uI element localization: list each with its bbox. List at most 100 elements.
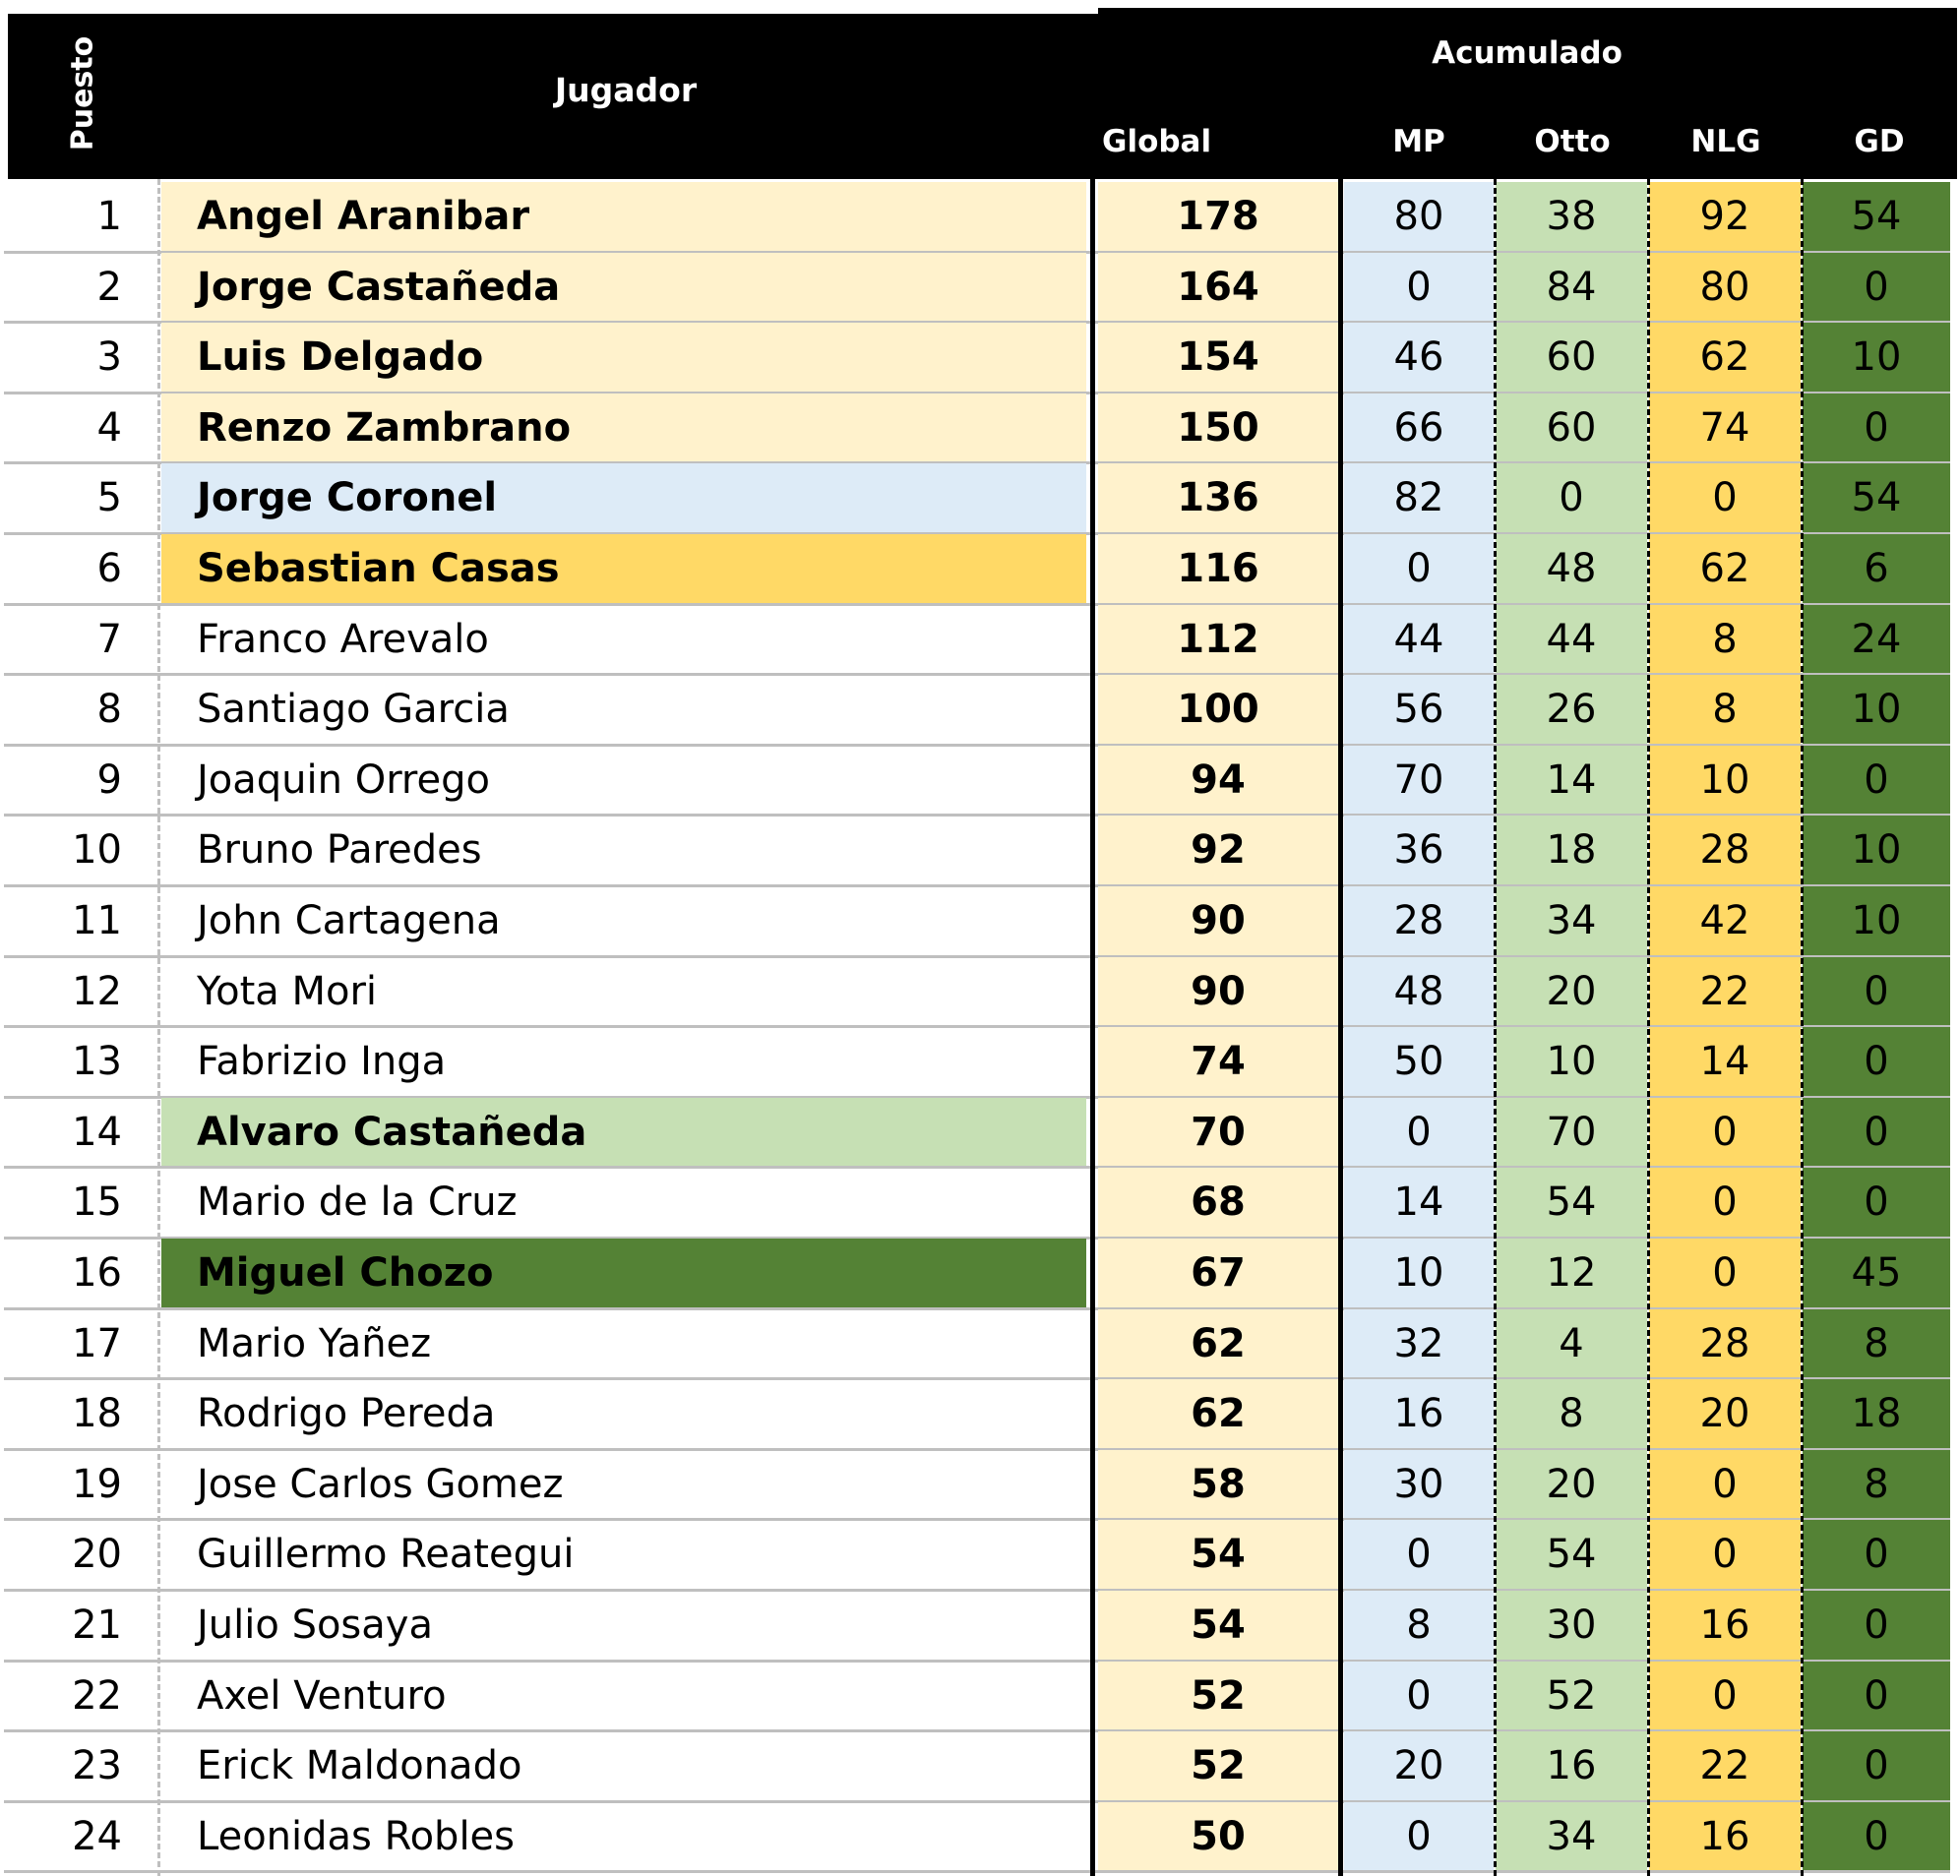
rank-cell: 20 [72, 1532, 122, 1577]
mp-score-cell: 50 [1344, 1027, 1494, 1096]
nlg-gd-separator [1801, 179, 1804, 1876]
mp-score-cell: 10 [1344, 1239, 1494, 1307]
gd-score-cell: 8 [1803, 1450, 1950, 1519]
nlg-score-cell: 14 [1649, 1027, 1801, 1096]
nlg-score-cell: 92 [1649, 182, 1801, 251]
mp-score-cell: 14 [1344, 1168, 1494, 1237]
otto-nlg-separator [1647, 179, 1650, 1876]
otto-score-cell: 60 [1496, 323, 1647, 392]
otto-score-cell: 30 [1496, 1591, 1647, 1660]
gd-score-cell: 0 [1803, 253, 1950, 322]
player-name-cell: Franco Arevalo [197, 617, 489, 662]
player-name-cell: Alvaro Castañeda [161, 1098, 1086, 1167]
player-name-cell: Leonidas Robles [197, 1814, 516, 1859]
global-score-cell: 92 [1098, 816, 1338, 884]
otto-score-cell: 84 [1496, 253, 1647, 322]
mp-score-cell: 0 [1344, 253, 1494, 322]
table-header [8, 8, 1957, 179]
otto-score-cell: 70 [1496, 1098, 1647, 1167]
rank-separator [157, 179, 160, 1876]
gd-score-cell: 0 [1803, 1802, 1950, 1871]
rank-cell: 8 [96, 687, 122, 732]
table-row: 12 Yota Mori 90 48 20 22 0 [0, 957, 1960, 1026]
table-row: 2 Jorge Castañeda 164 0 84 80 0 [0, 253, 1960, 322]
row-divider [4, 392, 1950, 394]
mp-score-cell: 36 [1344, 816, 1494, 884]
rank-cell: 19 [72, 1462, 122, 1507]
mp-score-cell: 16 [1344, 1379, 1494, 1448]
player-name-cell: Renzo Zambrano [161, 393, 1086, 462]
player-name-cell: Jorge Castañeda [161, 253, 1086, 322]
otto-score-cell: 10 [1496, 1027, 1647, 1096]
table-row: 7 Franco Arevalo 112 44 44 8 24 [0, 605, 1960, 674]
rank-cell: 2 [96, 265, 122, 310]
mp-score-cell: 0 [1344, 1520, 1494, 1589]
table-row: 5 Jorge Coronel 136 82 0 0 54 [0, 463, 1960, 532]
table-row: 19 Jose Carlos Gomez 58 30 20 0 8 [0, 1450, 1960, 1519]
global-right-border [1338, 179, 1343, 1876]
global-score-cell: 150 [1098, 393, 1338, 462]
player-name-cell: Julio Sosaya [197, 1603, 433, 1648]
table-row: 9 Joaquin Orrego 94 70 14 10 0 [0, 746, 1960, 815]
player-name-cell: Mario Yañez [197, 1321, 432, 1366]
rank-cell: 12 [72, 969, 122, 1014]
rank-cell: 5 [96, 475, 122, 520]
header-jugador: Jugador [554, 71, 698, 109]
rank-cell: 9 [96, 757, 122, 803]
otto-score-cell: 8 [1496, 1379, 1647, 1448]
header-gd: GD [1854, 124, 1905, 159]
row-divider [4, 603, 1950, 606]
global-score-cell: 136 [1098, 463, 1338, 532]
rank-cell: 4 [96, 405, 122, 451]
rank-cell: 24 [72, 1814, 122, 1859]
gd-score-cell: 10 [1803, 675, 1950, 744]
row-divider [4, 1518, 1950, 1521]
player-name-cell: Yota Mori [197, 969, 378, 1014]
mp-score-cell: 20 [1344, 1731, 1494, 1800]
mp-score-cell: 56 [1344, 675, 1494, 744]
row-divider [4, 1729, 1950, 1732]
row-divider [4, 673, 1950, 676]
table-row: 11 John Cartagena 90 28 34 42 10 [0, 886, 1960, 955]
global-score-cell: 116 [1098, 534, 1338, 603]
player-name-cell: Erick Maldonado [197, 1743, 522, 1788]
rank-cell: 16 [72, 1250, 122, 1296]
otto-score-cell: 16 [1496, 1731, 1647, 1800]
table-row: 1 Angel Aranibar 178 80 38 92 54 [0, 182, 1960, 251]
global-score-cell: 68 [1098, 1168, 1338, 1237]
gd-score-cell: 0 [1803, 1591, 1950, 1660]
mp-otto-separator [1494, 179, 1497, 1876]
mp-score-cell: 0 [1344, 534, 1494, 603]
row-divider [4, 1870, 1950, 1873]
gd-score-cell: 0 [1803, 746, 1950, 815]
rank-cell: 22 [72, 1673, 122, 1719]
row-divider [4, 321, 1950, 324]
nlg-score-cell: 0 [1649, 1520, 1801, 1589]
nlg-score-cell: 74 [1649, 393, 1801, 462]
global-score-cell: 100 [1098, 675, 1338, 744]
rank-cell: 7 [96, 617, 122, 662]
nlg-score-cell: 0 [1649, 1168, 1801, 1237]
gd-score-cell: 54 [1803, 463, 1950, 532]
table-row: 15 Mario de la Cruz 68 14 54 0 0 [0, 1168, 1960, 1237]
player-name-cell: Sebastian Casas [161, 534, 1086, 603]
table-row: 21 Julio Sosaya 54 8 30 16 0 [0, 1591, 1960, 1660]
row-divider [4, 1377, 1950, 1380]
gd-score-cell: 10 [1803, 886, 1950, 955]
row-divider [4, 744, 1950, 747]
row-divider [4, 1800, 1950, 1803]
mp-score-cell: 48 [1344, 957, 1494, 1026]
otto-score-cell: 60 [1496, 393, 1647, 462]
global-score-cell: 54 [1098, 1520, 1338, 1589]
global-score-cell: 62 [1098, 1309, 1338, 1378]
nlg-score-cell: 0 [1649, 463, 1801, 532]
otto-score-cell: 0 [1496, 463, 1647, 532]
global-score-cell: 62 [1098, 1379, 1338, 1448]
gd-score-cell: 0 [1803, 1662, 1950, 1730]
nlg-score-cell: 8 [1649, 675, 1801, 744]
global-score-cell: 54 [1098, 1591, 1338, 1660]
otto-score-cell: 14 [1496, 746, 1647, 815]
nlg-score-cell: 22 [1649, 1731, 1801, 1800]
nlg-score-cell: 22 [1649, 957, 1801, 1026]
table-row: 13 Fabrizio Inga 74 50 10 14 0 [0, 1027, 1960, 1096]
